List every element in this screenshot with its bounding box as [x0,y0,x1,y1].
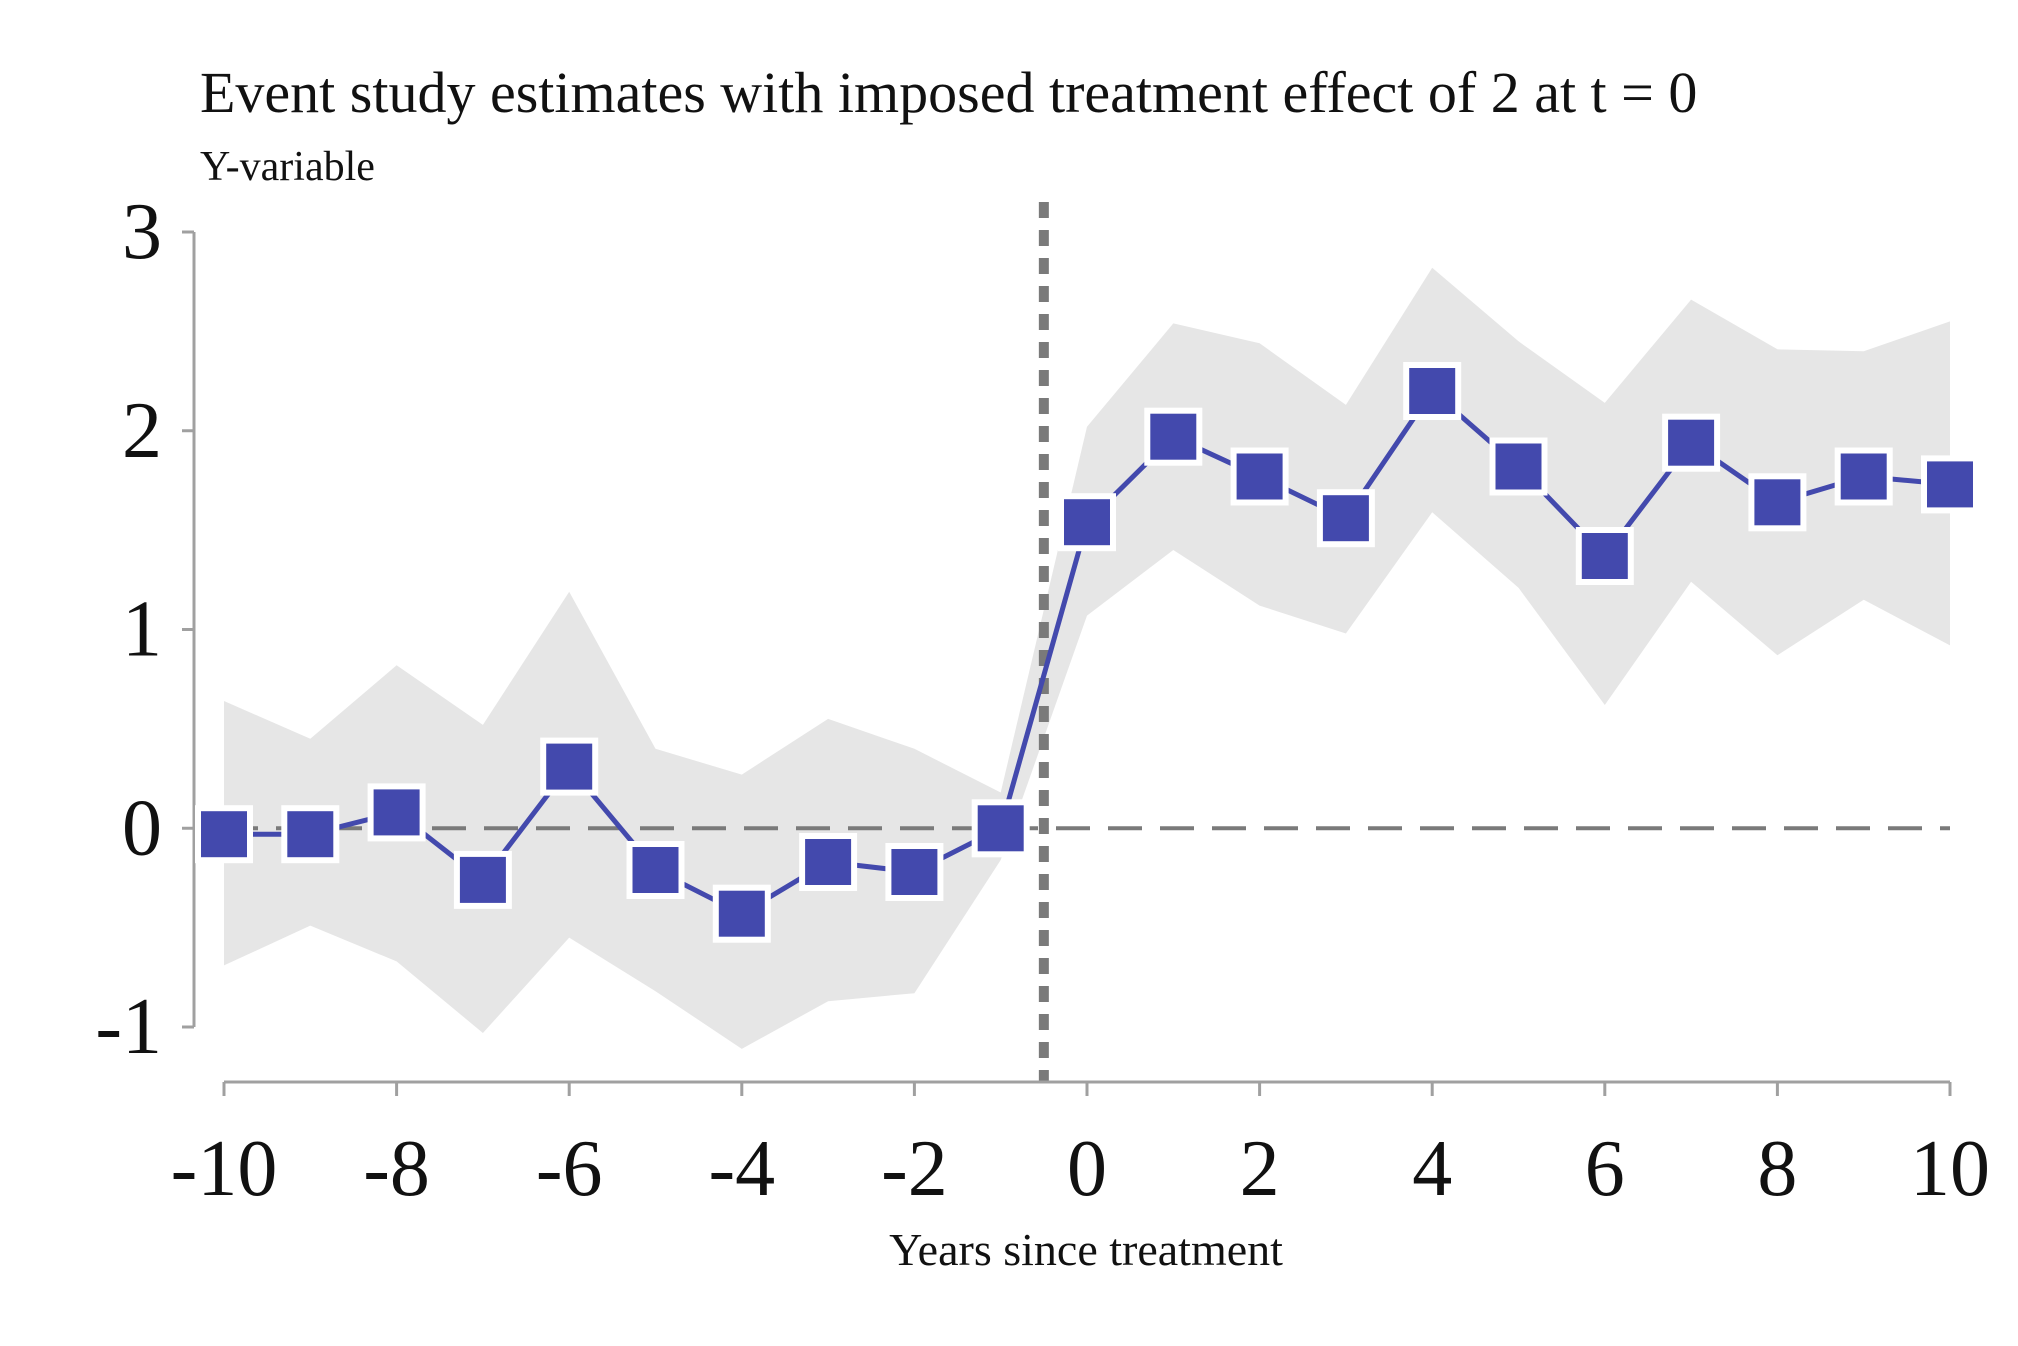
data-point-marker [799,833,858,891]
reference-lines-layer [224,202,1950,1082]
data-point-marker [1403,362,1462,420]
data-point-marker [1834,447,1893,506]
x-tick-label: 8 [1757,1125,1797,1213]
y-tick-label: 1 [122,586,162,674]
series-markers-layer [195,362,1979,943]
data-point-marker [367,783,426,842]
x-tick-label: 2 [1240,1125,1280,1213]
data-point-marker [1144,407,1203,466]
data-point-marker [195,805,253,864]
x-tick-label: 6 [1585,1125,1625,1213]
y-tick-label: 0 [122,784,162,872]
x-tick-label: -6 [536,1125,603,1213]
data-point-marker [712,884,771,943]
data-point-marker [1316,489,1375,548]
data-point-marker [885,843,944,901]
data-point-marker [453,850,512,909]
x-tick-label: 4 [1412,1125,1452,1213]
x-tick-label: -10 [171,1125,278,1213]
y-tick-label: 2 [122,387,162,475]
x-tick-label: 10 [1910,1125,1990,1213]
x-tick-label: -4 [708,1125,775,1213]
x-tick-label: 0 [1067,1125,1107,1213]
data-point-marker [1575,527,1634,585]
x-tick-label: -2 [881,1125,948,1213]
x-tick-label: -8 [363,1125,430,1213]
confidence-band [224,267,1950,1049]
data-point-marker [1921,455,1979,514]
data-point-marker [1058,493,1116,552]
chart-title: Event study estimates with imposed treat… [200,60,1697,125]
data-point-marker [1748,473,1807,532]
confidence-band-layer [224,267,1950,1049]
data-point-marker [626,841,685,899]
chart-subtitle: Y-variable [200,144,375,190]
data-point-marker [281,805,340,864]
data-point-marker [1489,437,1548,496]
x-axis-label: Years since treatment [889,1224,1283,1275]
data-point-marker [1230,447,1289,506]
y-tick-label: 3 [122,188,162,276]
data-point-marker [540,737,599,796]
y-tick-label: -1 [95,983,162,1071]
data-point-marker [1662,413,1721,472]
data-point-marker [971,799,1030,858]
